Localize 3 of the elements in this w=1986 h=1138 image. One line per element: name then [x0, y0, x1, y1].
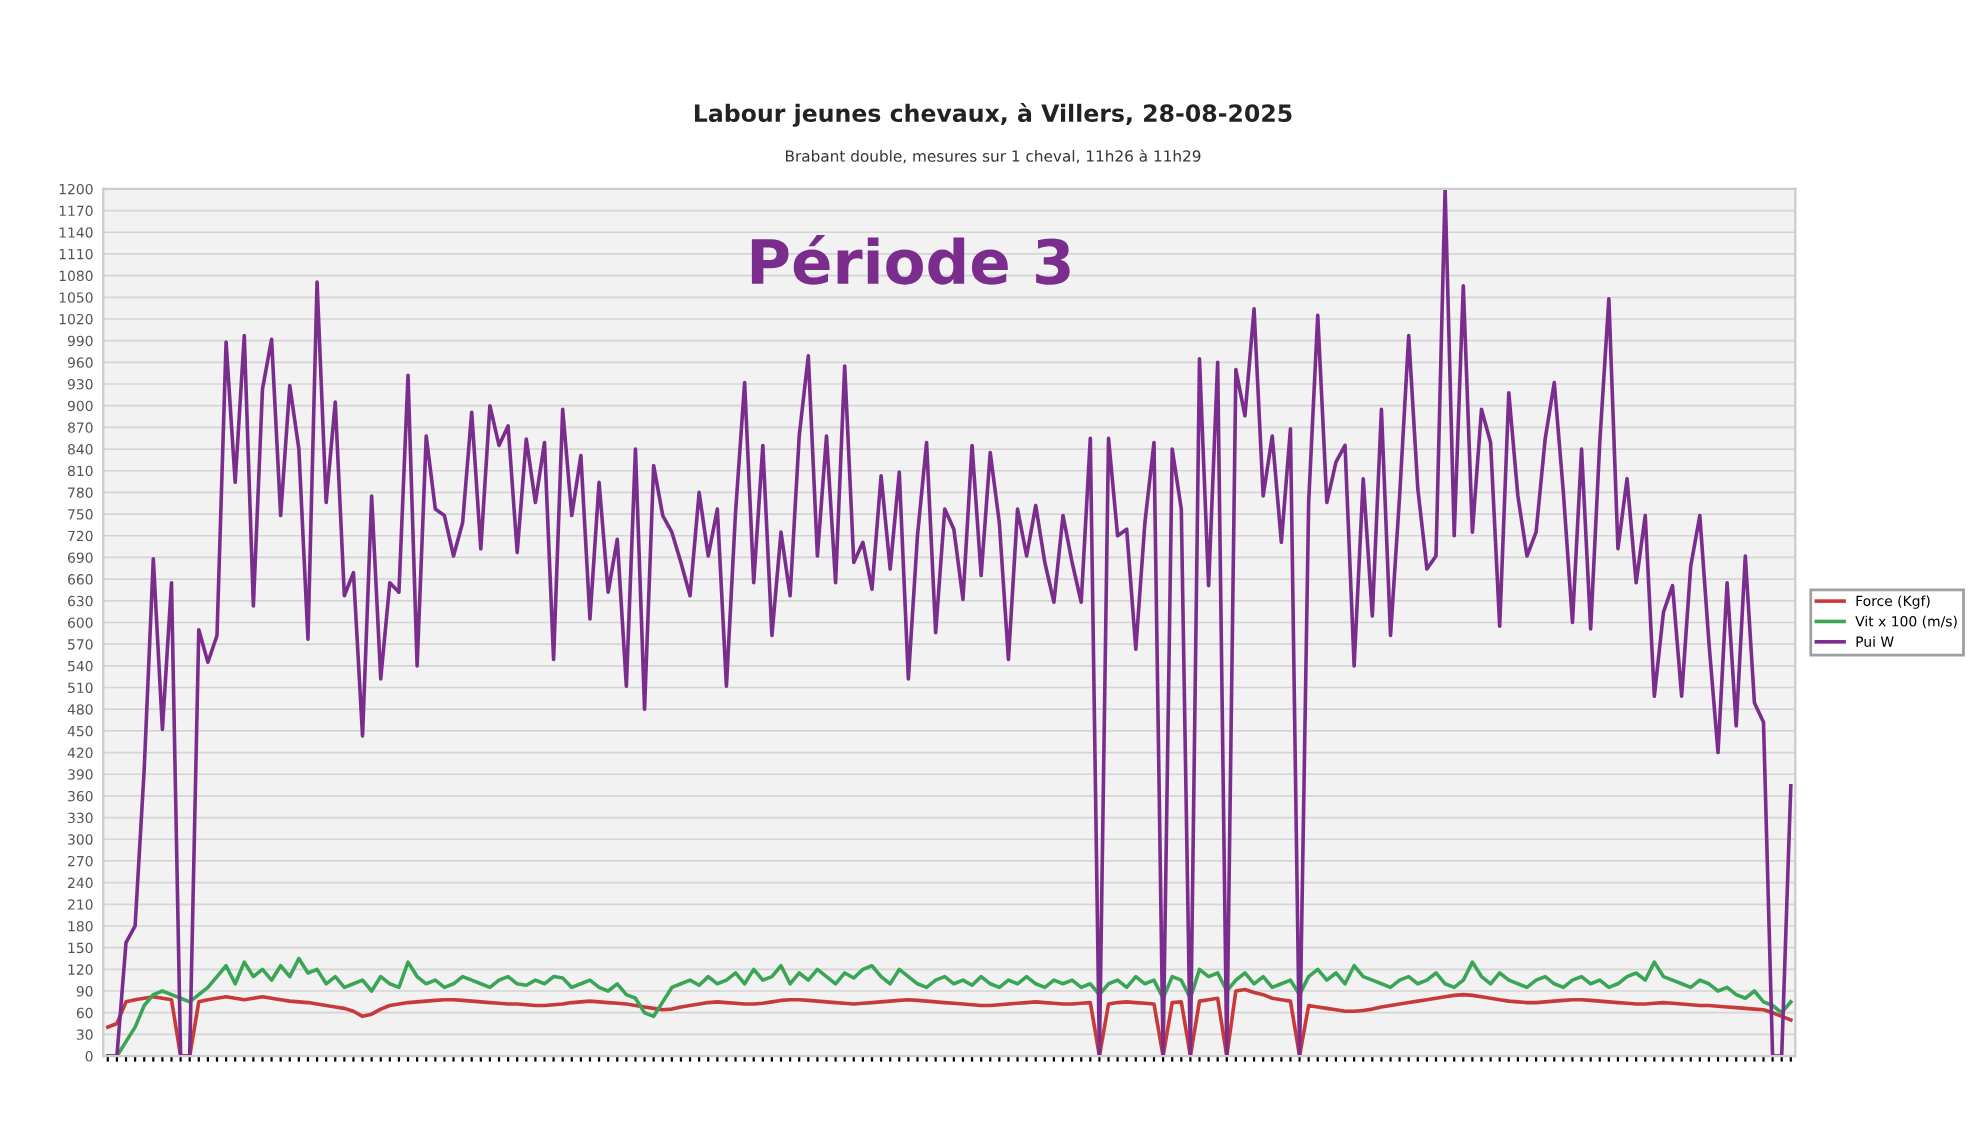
annotation: Période 3: [751, 234, 1070, 285]
line-series: [106, 188, 1793, 1057]
chart-title: Labour jeunes chevaux, à Villers, 28-08-2025: [694, 102, 1292, 127]
